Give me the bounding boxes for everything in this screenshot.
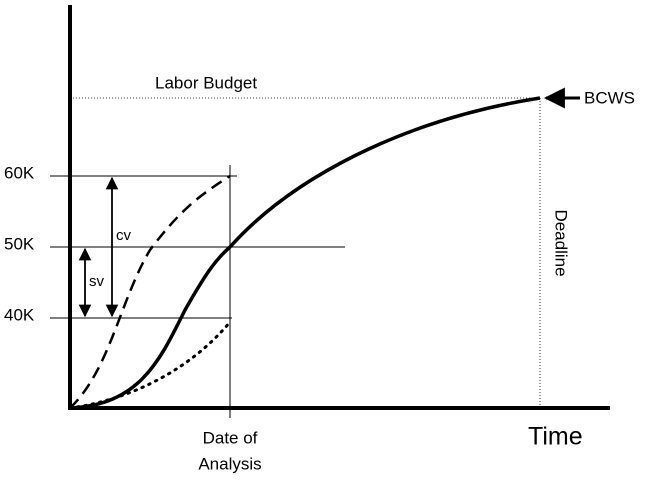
deadline-label: Deadline xyxy=(552,209,571,276)
analysis-label: Analysis xyxy=(198,454,261,473)
sv-label: sv xyxy=(89,273,105,290)
labor-budget-label: Labor Budget xyxy=(155,73,257,92)
bcws-label: BCWS xyxy=(584,88,635,107)
tick-label: 40K xyxy=(4,305,35,324)
bcwp-curve xyxy=(68,320,232,410)
tick-label: 60K xyxy=(4,163,35,182)
cv-label: cv xyxy=(116,227,132,244)
bcws-curve xyxy=(69,96,541,410)
time-label: Time xyxy=(528,423,583,451)
tick-label: 50K xyxy=(4,234,35,253)
acwp-curve xyxy=(69,174,231,409)
analysis-label: Date of xyxy=(203,428,258,447)
